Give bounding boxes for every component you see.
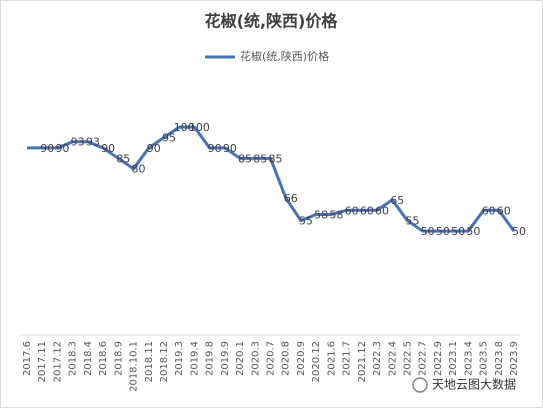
data-label: 93 [86, 136, 100, 149]
x-tick-label: 2022.9 [433, 341, 444, 376]
x-tick-label: 2020.9 [296, 341, 307, 376]
x-tick-label: 2020.7 [266, 341, 277, 376]
data-label: 50 [512, 225, 526, 238]
x-tick-label: 2022.3 [372, 341, 383, 376]
data-label: 50 [451, 225, 465, 238]
data-label: 58 [314, 208, 328, 221]
chart-title: 花椒(统,陕西)价格 [205, 12, 339, 31]
data-label: 60 [345, 204, 359, 217]
data-label: 90 [208, 142, 222, 155]
watermark-text: 天地云图大数据 [432, 377, 516, 392]
watermark-icon [412, 377, 428, 393]
x-tick-label: 2021.7 [342, 341, 353, 376]
x-tick-label: 2017.11 [37, 341, 48, 382]
x-tick-label: 2020.12 [311, 341, 322, 382]
x-tick-label: 2018.4 [83, 341, 94, 376]
x-tick-label: 2018.3 [68, 341, 79, 376]
data-label: 100 [189, 121, 210, 134]
data-label: 60 [375, 204, 389, 217]
x-tick-label: 2018.11 [144, 341, 155, 382]
x-tick-label: 2018.9 [113, 341, 124, 376]
x-tick-label: 2017.12 [52, 341, 63, 382]
x-tick-label: 2020.3 [250, 341, 261, 376]
data-label: 100 [174, 121, 195, 134]
x-tick-label: 2019.3 [174, 341, 185, 376]
data-label: 85 [253, 152, 267, 165]
x-tick-label: 2019.4 [189, 341, 200, 376]
data-label: 95 [162, 132, 176, 145]
x-tick-label: 2018.6 [98, 341, 109, 376]
data-label: 90 [223, 142, 237, 155]
x-tick-label: 2022.7 [418, 341, 429, 376]
data-label: 50 [436, 225, 450, 238]
x-tick-label: 2023.1 [448, 341, 459, 376]
data-label: 90 [147, 142, 161, 155]
data-label: 60 [482, 204, 496, 217]
data-label: 80 [132, 163, 146, 176]
x-tick-label: 2023.4 [463, 341, 474, 376]
data-label: 85 [116, 152, 130, 165]
x-tick-label: 2018.10.1 [129, 341, 140, 392]
x-tick-label: 2019.9 [220, 341, 231, 376]
x-tick-label: 2017.6 [22, 341, 33, 376]
data-label: 90 [101, 142, 115, 155]
data-label: 50 [466, 225, 480, 238]
data-label: 60 [497, 204, 511, 217]
x-tick-label: 2021.6 [326, 341, 337, 376]
x-tick-label: 2023.8 [494, 341, 505, 376]
data-label: 85 [238, 152, 252, 165]
data-line [27, 125, 516, 233]
data-label: 85 [269, 152, 283, 165]
data-label: 50 [421, 225, 435, 238]
data-label: 55 [405, 215, 419, 228]
data-label: 60 [360, 204, 374, 217]
data-label: 66 [284, 192, 298, 205]
data-label: 93 [71, 136, 85, 149]
data-label: 90 [55, 142, 69, 155]
data-label: 58 [329, 208, 343, 221]
legend-label: 花椒(统,陕西)价格 [240, 49, 329, 63]
data-label: 55 [299, 215, 313, 228]
data-label: 90 [40, 142, 54, 155]
x-tick-label: 2018.12 [159, 341, 170, 382]
x-tick-label: 2022.4 [387, 341, 398, 376]
data-label: 65 [390, 194, 404, 207]
x-tick-label: 2021.12 [357, 341, 368, 382]
x-tick-label: 2019.8 [205, 341, 216, 376]
x-tick-label: 2022.5 [402, 341, 413, 376]
x-tick-label: 2020.8 [281, 341, 292, 376]
watermark: 天地云图大数据 [412, 377, 516, 393]
x-tick-label: 2023.9 [509, 341, 520, 376]
x-tick-label: 2023.5 [479, 341, 490, 376]
x-tick-label: 2020.1 [235, 341, 246, 376]
